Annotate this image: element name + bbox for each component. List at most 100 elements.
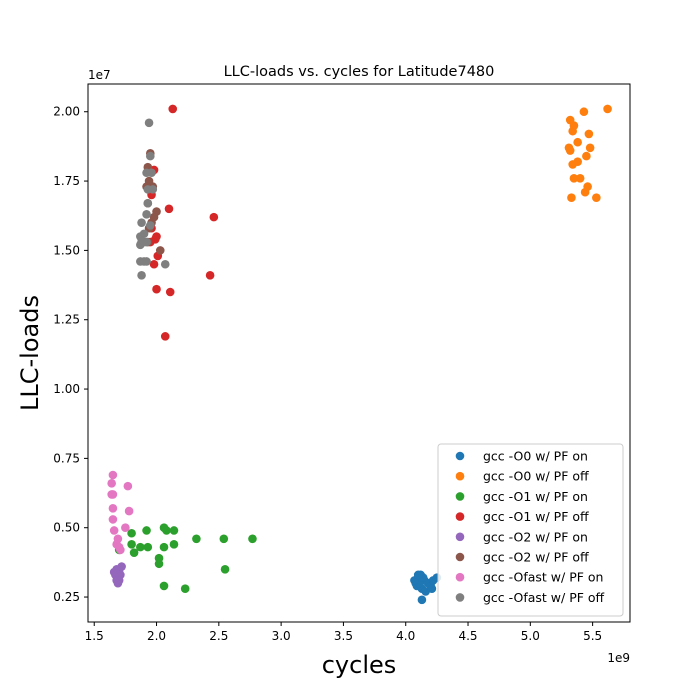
series-6 [107,470,134,555]
x-tick-label: 5.0 [521,629,540,643]
data-point [169,526,179,535]
data-point [129,548,139,557]
x-axis-label: cycles [322,651,397,679]
legend-label: gcc -Ofast w/ PF off [483,590,605,605]
data-point [209,212,219,222]
x-tick-label: 2.0 [147,629,166,643]
data-point [568,160,577,169]
series-2 [114,523,257,594]
data-point [124,506,134,516]
data-point [584,129,594,139]
y-tick-label: 0.75 [53,451,80,465]
data-point [127,528,136,538]
data-point [165,287,175,297]
data-point [220,565,230,574]
legend-box [437,443,624,617]
data-point [142,210,151,219]
legend-marker [455,593,465,602]
data-point [248,534,257,544]
data-point [116,545,125,555]
data-point [108,515,118,524]
data-point [109,526,119,535]
data-point [137,271,146,280]
data-point [160,332,170,341]
data-point [582,151,591,161]
legend-marker [455,451,465,461]
series-0 [410,570,442,605]
data-point [427,584,437,594]
legend-label: gcc -O0 w/ PF off [483,469,589,484]
chart-title: LLC-loads vs. cycles for Latitude7480 [224,64,495,80]
data-point [567,193,576,203]
series-1 [564,104,612,203]
data-point [155,246,165,255]
data-point [417,595,427,605]
legend-label: gcc -O2 w/ PF off [483,550,589,565]
data-point [219,534,229,544]
y-tick-label: 0.25 [53,590,80,604]
x-tick-label: 4.0 [396,629,415,643]
data-point [147,168,156,178]
y-axis-label: LLC-loads [16,295,44,411]
data-point [108,470,118,480]
data-point [592,193,601,203]
x-tick-label: 3.5 [334,629,353,643]
legend-label: gcc -O1 w/ PF off [483,509,589,524]
data-point [143,198,153,208]
data-point [144,118,154,128]
x-tick-label: 1.5 [85,629,104,643]
legend-label: gcc -O0 w/ PF on [483,449,588,464]
data-point [159,581,169,591]
data-point [108,490,118,499]
data-point [154,559,164,569]
data-point [145,221,155,230]
legend: gcc -O0 w/ PF on gcc -O0 w/ PF off gcc -O1… [437,443,624,617]
data-point [123,481,133,491]
data-point [585,143,595,153]
y-tick-label: 2.00 [53,105,80,119]
data-point [159,542,169,552]
y-axis: 0.25 0.50 0.75 1.00 1.25 1.50 1.75 2.00 [53,105,88,604]
y-tick-label: 1.75 [53,174,80,188]
x-axis: 1.5 2.0 2.5 3.0 3.5 4.0 4.5 5.0 5.5 [85,622,602,643]
series-7 [136,118,170,280]
series-5 [109,562,126,588]
data-point [109,567,119,577]
data-point [142,526,151,535]
data-point [121,523,130,533]
legend-marker [455,552,465,562]
data-point [162,526,171,535]
y-axis-multiplier: 1e7 [88,68,111,82]
x-axis-multiplier: 1e9 [607,651,630,665]
data-point [180,584,190,594]
data-point [148,185,158,194]
data-point [573,137,582,147]
data-point [579,107,589,117]
y-tick-label: 1.25 [53,313,80,327]
y-tick-label: 1.50 [53,243,80,257]
legend-marker [455,512,465,521]
plot-frame [87,83,631,623]
legend-label: gcc -Ofast w/ PF on [483,570,603,585]
data-point [142,237,151,247]
data-point [413,570,423,580]
data-point [580,187,590,197]
data-point [160,259,170,269]
data-point [127,540,136,549]
data-point [137,218,146,227]
data-point [149,259,159,269]
data-point [169,540,179,549]
x-tick-label: 4.5 [458,629,477,643]
data-point [145,151,155,161]
series-3 [145,104,219,341]
y-tick-label: 1.00 [53,382,80,396]
data-point [108,503,118,513]
x-tick-label: 5.5 [583,629,602,643]
data-point [575,173,585,183]
legend-label: gcc -O2 w/ PF on [483,529,588,544]
data-point [117,562,126,571]
data-point [107,479,116,488]
data-point [143,542,153,552]
data-point [152,284,161,294]
